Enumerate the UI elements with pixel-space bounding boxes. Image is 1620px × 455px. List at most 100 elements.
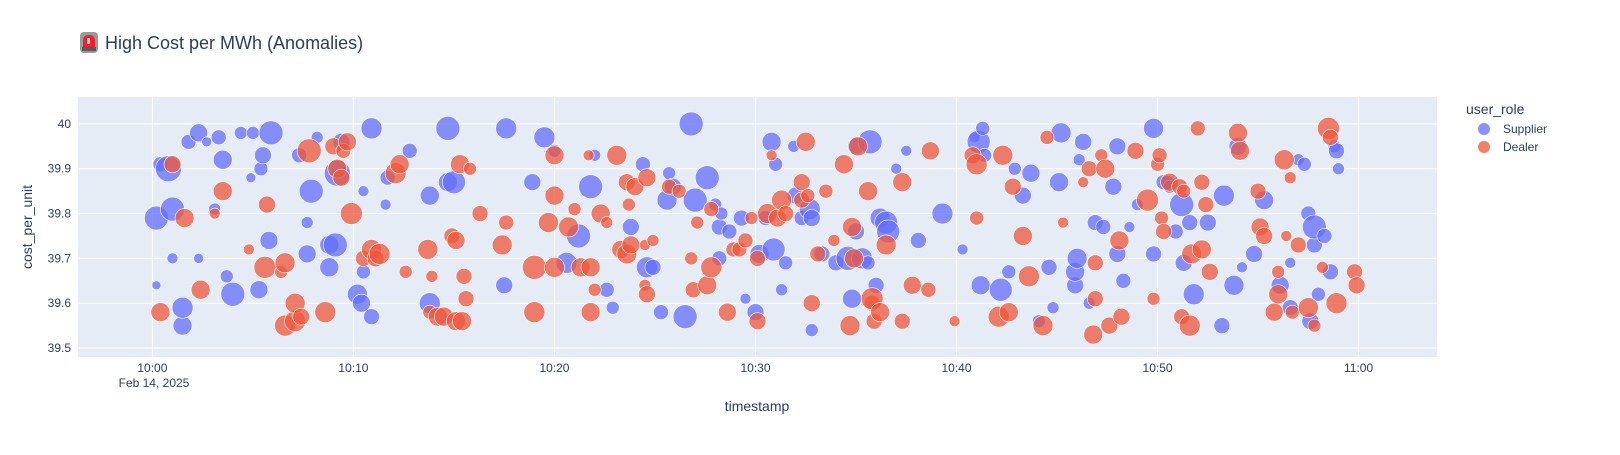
data-point-dealer[interactable] [800,188,816,203]
data-point-dealer[interactable] [455,268,473,285]
data-point-dealer[interactable] [1201,263,1219,281]
data-point-supplier[interactable] [1297,156,1312,172]
data-point-dealer[interactable] [174,208,195,228]
data-point-dealer[interactable] [398,265,413,279]
data-point-dealer[interactable] [671,183,687,199]
data-point-supplier[interactable] [1008,161,1022,176]
data-point-dealer[interactable] [1193,173,1211,191]
data-point-dealer[interactable] [1230,140,1250,161]
data-point-dealer[interactable] [1086,290,1104,308]
data-point-dealer[interactable] [834,154,854,175]
data-point-supplier[interactable] [246,126,260,140]
data-point-supplier[interactable] [910,232,927,249]
data-point-dealer[interactable] [893,312,911,330]
data-point-dealer[interactable] [1086,254,1104,272]
data-point-dealer[interactable] [1268,284,1288,305]
data-point-supplier[interactable] [1123,221,1136,233]
data-point-dealer[interactable] [163,155,182,174]
data-point-supplier[interactable] [1223,274,1245,296]
data-point-supplier[interactable] [1213,184,1235,207]
data-point-supplier[interactable] [435,116,461,141]
data-point-supplier[interactable] [420,185,440,206]
data-point-dealer[interactable] [703,201,720,217]
data-point-dealer[interactable] [340,202,363,225]
data-point-dealer[interactable] [1109,230,1130,251]
data-point-supplier[interactable] [1145,245,1162,263]
data-point-dealer[interactable] [1316,261,1329,274]
data-point-dealer[interactable] [965,153,988,176]
data-point-supplier[interactable] [1021,163,1041,183]
data-point-supplier[interactable] [495,276,513,295]
data-point-supplier[interactable] [245,172,257,183]
data-point-supplier[interactable] [363,308,380,325]
data-point-dealer[interactable] [471,205,489,222]
data-point-dealer[interactable] [1189,120,1206,137]
data-point-dealer[interactable] [638,285,656,304]
data-point-dealer[interactable] [258,195,276,214]
data-point-supplier[interactable] [644,259,662,276]
data-point-supplier[interactable] [172,315,193,336]
data-point-dealer[interactable] [1264,302,1284,322]
data-point-dealer[interactable] [684,251,698,266]
data-point-dealer[interactable] [1018,265,1040,288]
data-point-dealer[interactable] [498,214,515,231]
data-point-dealer[interactable] [338,132,357,152]
data-point-dealer[interactable] [587,282,602,297]
data-point-supplier[interactable] [694,165,720,190]
data-point-dealer[interactable] [737,232,754,249]
data-point-dealer[interactable] [1095,158,1116,179]
data-point-supplier[interactable] [360,117,383,140]
data-point-supplier[interactable] [662,166,676,181]
data-point-dealer[interactable] [1284,304,1300,320]
data-point-supplier[interactable] [297,244,317,264]
data-point-supplier[interactable] [523,173,542,191]
data-point-dealer[interactable] [902,275,922,295]
data-point-supplier[interactable] [249,280,269,300]
data-point-dealer[interactable] [150,302,171,322]
data-point-supplier[interactable] [300,216,314,229]
data-point-supplier[interactable] [622,218,640,236]
data-point-dealer[interactable] [1039,130,1055,145]
data-point-supplier[interactable] [970,275,991,296]
data-point-dealer[interactable] [1289,236,1307,254]
data-point-supplier[interactable] [890,162,903,175]
data-point-dealer[interactable] [749,250,766,267]
data-point-dealer[interactable] [1307,318,1322,333]
data-point-supplier[interactable] [842,288,862,309]
data-point-dealer[interactable] [920,281,937,298]
data-point-supplier[interactable] [442,170,466,194]
data-point-supplier[interactable] [802,209,821,227]
data-point-dealer[interactable] [802,294,821,313]
data-point-dealer[interactable] [646,234,660,247]
data-point-supplier[interactable] [1074,133,1092,151]
data-point-dealer[interactable] [870,302,890,322]
data-point-supplier[interactable] [1181,214,1199,231]
data-point-supplier[interactable] [1104,177,1123,196]
data-point-dealer[interactable] [544,145,565,166]
data-point-supplier[interactable] [401,142,418,159]
data-point-dealer[interactable] [1077,176,1089,188]
data-point-supplier[interactable] [193,253,204,264]
data-point-supplier[interactable] [804,323,819,337]
data-point-dealer[interactable] [765,149,778,162]
data-point-supplier[interactable] [678,111,704,137]
data-point-supplier[interactable] [1095,219,1112,235]
data-point-dealer[interactable] [190,279,211,300]
data-point-supplier[interactable] [1199,213,1217,232]
data-point-dealer[interactable] [567,202,582,216]
data-point-dealer[interactable] [827,234,841,247]
data-point-dealer[interactable] [544,257,565,278]
data-point-supplier[interactable] [1072,153,1086,167]
data-point-dealer[interactable] [580,302,601,322]
data-point-dealer[interactable] [1280,230,1293,242]
data-point-supplier[interactable] [234,126,248,140]
data-point-dealer[interactable] [700,256,723,279]
data-point-dealer[interactable] [600,216,614,229]
data-point-supplier[interactable] [166,252,179,265]
data-point-supplier[interactable] [352,293,371,313]
data-point-dealer[interactable] [606,144,628,166]
data-point-dealer[interactable] [858,181,878,201]
data-point-dealer[interactable] [212,181,233,201]
data-point-supplier[interactable] [357,185,370,197]
data-point-supplier[interactable] [988,277,1013,302]
